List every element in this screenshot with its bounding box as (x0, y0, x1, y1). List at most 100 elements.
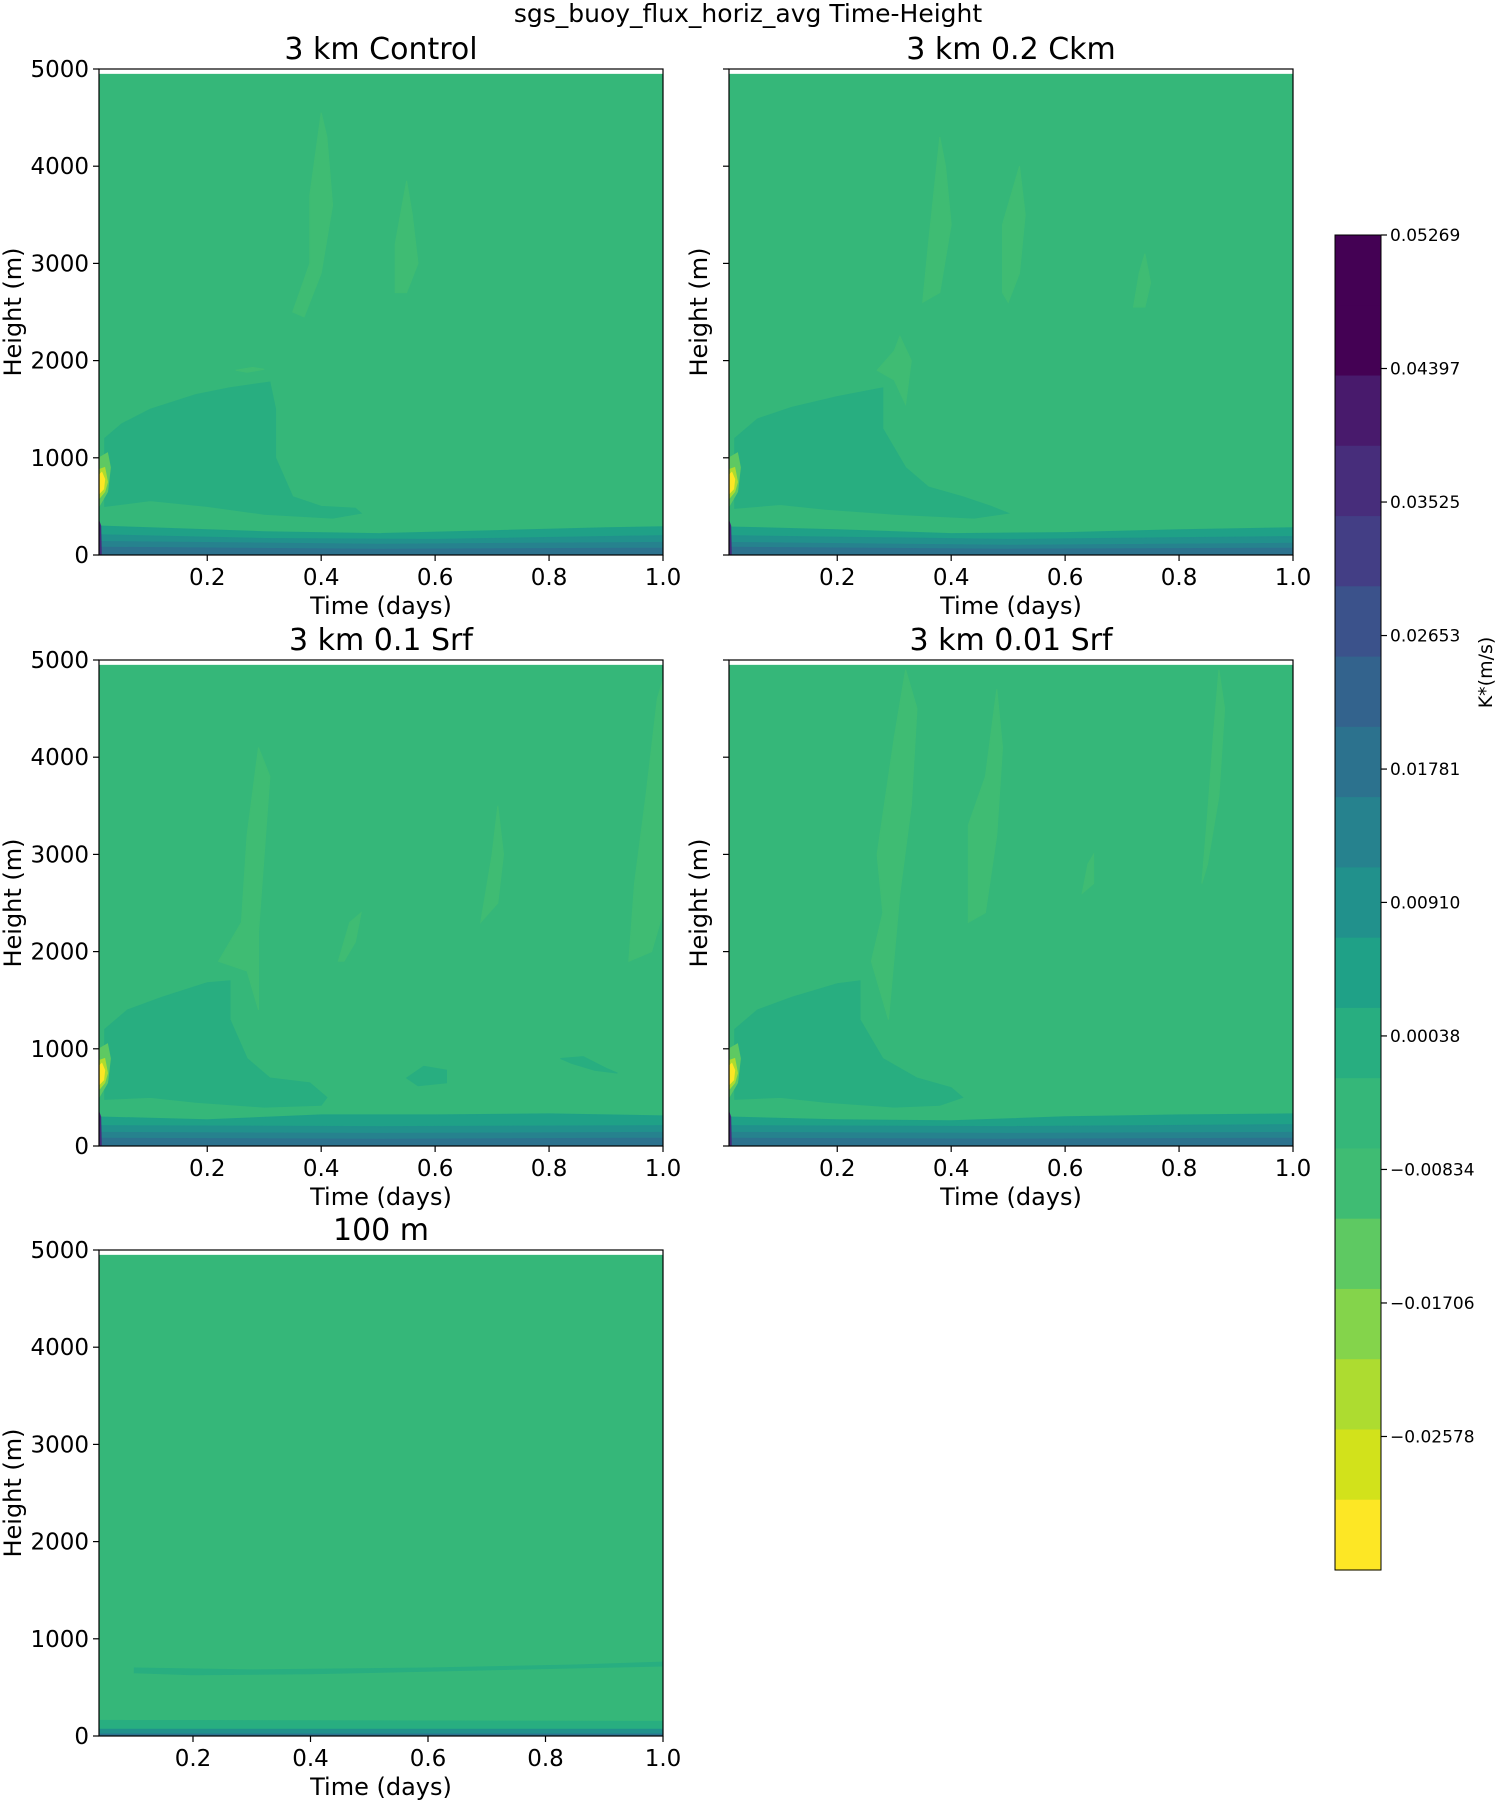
x-axis-label: Time (days) (309, 592, 452, 620)
x-tick-label: 0.6 (1047, 1156, 1084, 1182)
y-tick-label: 5000 (30, 1238, 89, 1264)
colorbar-swatch (1335, 1218, 1381, 1290)
x-tick-label: 0.4 (303, 1156, 340, 1182)
colorbar-swatch (1335, 445, 1381, 517)
axes-frame (98, 68, 664, 556)
contour-region (104, 381, 363, 519)
contour-region (99, 546, 663, 555)
colorbar-tick-label: −0.01706 (1390, 1294, 1475, 1314)
y-tick-label: 1000 (30, 1627, 89, 1653)
panel-5: 100 m 0.2 0.4 0.6 0.8 1.0 Time (days) 0 1000 2000… (0, 1213, 681, 1800)
y-tick-label: 4000 (30, 745, 89, 771)
contour-regions (729, 136, 1293, 555)
x-tick-label: 0.4 (292, 1746, 329, 1772)
x-axis-label: Time (days) (309, 1183, 452, 1211)
y-tick-label: 5000 (30, 57, 89, 83)
colorbar-swatch (1335, 1148, 1381, 1220)
colorbar-tick-label: −0.00834 (1390, 1160, 1475, 1180)
y-tick-label: 3000 (30, 1432, 89, 1458)
contour-region (729, 471, 736, 495)
y-tick-label: 4000 (30, 154, 89, 180)
y-axis-label: Height (m) (685, 838, 713, 967)
contour-regions (99, 1661, 663, 1736)
x-tick-label: 0.8 (527, 1746, 564, 1772)
contour-region (560, 1056, 618, 1074)
contour-region (734, 387, 1011, 519)
contour-region (133, 1661, 663, 1676)
colorbar-swatch (1335, 516, 1381, 587)
contour-region (99, 1062, 106, 1086)
y-tick-label: 0 (74, 543, 89, 569)
colorbar-swatch (1335, 1007, 1381, 1079)
contour-region (99, 1137, 663, 1146)
panel-2: 3 km 0.2 Ckm 0.2 0.4 0.6 0.8 1.0 Time (days) He… (685, 32, 1311, 620)
x-tick-label: 0.2 (819, 1156, 856, 1182)
contour-region (1081, 852, 1095, 895)
y-axis-label: Height (m) (0, 247, 27, 376)
x-axis-label: Time (days) (939, 592, 1082, 620)
colorbar-swatch (1335, 867, 1381, 939)
contour-regions (729, 669, 1293, 1146)
x-tick-label: 0.6 (417, 1156, 454, 1182)
axes-frame (98, 1249, 664, 1737)
x-axis-label: Time (days) (309, 1773, 452, 1800)
y-tick-label: 2000 (30, 1530, 89, 1556)
contour-region (1132, 253, 1152, 308)
contour-region (479, 805, 505, 925)
x-tick-label: 0.6 (417, 565, 454, 591)
y-tick-label: 2000 (30, 349, 89, 375)
colorbar-tick-label: 0.02653 (1390, 627, 1460, 647)
colorbar-tick-label: 0.00038 (1390, 1027, 1460, 1047)
x-tick-label: 0.8 (1161, 565, 1198, 591)
figure-suptitle: sgs_buoy_flux_horiz_avg Time-Height (514, 0, 983, 28)
colorbar-swatch (1335, 937, 1381, 1009)
colorbar-swatch (1335, 797, 1381, 868)
colorbar-tick-label: 0.04397 (1390, 360, 1460, 380)
y-tick-label: 0 (74, 1134, 89, 1160)
axes-frame (98, 659, 664, 1147)
x-tick-label: 0.6 (1047, 565, 1084, 591)
x-tick-label: 0.4 (933, 1156, 970, 1182)
axes-frame (728, 659, 1294, 1147)
panel-3: 3 km 0.1 Srf 0.2 0.4 0.6 0.8 1.0 Time (days) 0 1… (0, 623, 681, 1211)
contour-region (292, 112, 334, 318)
y-axis-label: Height (m) (0, 1428, 27, 1557)
contour-region (99, 471, 106, 495)
contour-region (922, 136, 952, 304)
panel-title: 100 m (333, 1213, 429, 1248)
contour-region (967, 689, 1004, 924)
colorbar-swatch (1335, 1359, 1381, 1431)
colorbar-tick-label: 0.03525 (1390, 493, 1460, 513)
contour-region (729, 1062, 736, 1086)
panel-title: 3 km 0.2 Ckm (906, 32, 1116, 67)
x-tick-label: 0.6 (410, 1746, 447, 1772)
x-tick-label: 1.0 (1275, 565, 1312, 591)
colorbar-label: K*(m/s) (1475, 637, 1497, 709)
contour-region (628, 679, 663, 963)
panel-title: 3 km 0.1 Srf (289, 623, 474, 658)
y-tick-label: 3000 (30, 842, 89, 868)
colorbar-swatch (1335, 235, 1381, 306)
y-tick-label: 2000 (30, 940, 89, 966)
x-tick-label: 0.2 (819, 565, 856, 591)
x-tick-label: 0.2 (175, 1746, 212, 1772)
panels: 3 km Control 0.2 0.4 0.6 0.8 1.0 Time (days) 0 1… (0, 32, 1311, 1800)
x-tick-label: 0.8 (531, 565, 568, 591)
panel-title: 3 km Control (284, 32, 477, 67)
axes-frame (728, 68, 1294, 556)
contour-region (876, 335, 912, 407)
x-axis-label: Time (days) (939, 1183, 1082, 1211)
x-tick-label: 0.2 (189, 1156, 226, 1182)
x-tick-label: 0.8 (1161, 1156, 1198, 1182)
x-tick-label: 1.0 (645, 1746, 682, 1772)
colorbar: 0.05269 0.04397 0.03525 0.02653 0.01781 0.009… (1334, 226, 1497, 1571)
y-axis-label: Height (m) (0, 838, 27, 967)
contour-region (104, 980, 328, 1108)
contour-regions (99, 679, 663, 1146)
colorbar-swatch (1335, 726, 1381, 798)
x-tick-label: 0.2 (189, 565, 226, 591)
colorbar-swatch (1335, 305, 1381, 377)
colorbar-swatch (1335, 1288, 1381, 1360)
x-tick-label: 1.0 (645, 1156, 682, 1182)
